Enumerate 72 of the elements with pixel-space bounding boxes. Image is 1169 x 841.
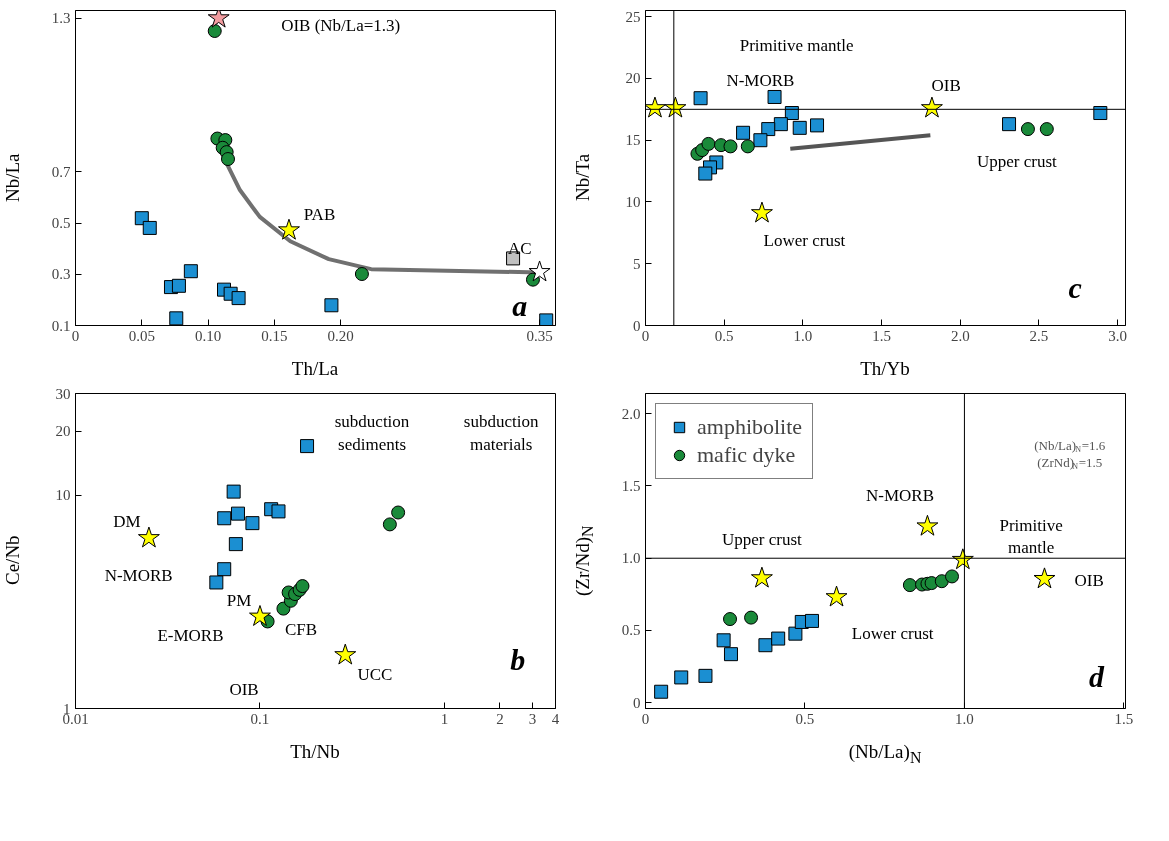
- annotation: Upper crust: [977, 151, 1058, 171]
- x-tick-label: 3.0: [1108, 327, 1128, 344]
- y-axis-title: Nb/Ta: [571, 153, 594, 202]
- x-tick-label: 4: [551, 710, 560, 727]
- y-tick-label: 25: [625, 8, 641, 25]
- annotation: DM: [113, 512, 141, 532]
- annotation: OIB: [1074, 570, 1104, 590]
- x-tick-label: 2.5: [1029, 327, 1049, 344]
- annotation: Lower crust: [763, 230, 846, 250]
- annotation: Lower crust: [851, 624, 934, 644]
- annotation: OIB (Nb/La=1.3): [281, 16, 401, 36]
- x-axis-title: Th/La: [291, 357, 339, 381]
- y-tick-label: 20: [625, 70, 641, 87]
- y-tick-label: 0.5: [621, 622, 641, 639]
- annotation: AC: [507, 239, 532, 259]
- x-tick-label: 0.5: [714, 327, 734, 344]
- annotation: N-MORB: [866, 485, 935, 505]
- y-axis-title: Ce/Nb: [1, 535, 24, 586]
- y-tick-label: 0.7: [51, 163, 71, 180]
- x-tick-label: 2.0: [950, 327, 970, 344]
- x-tick-label: 0.05: [128, 327, 155, 344]
- y-tick-label: 10: [625, 193, 641, 210]
- x-tick-label: 0.35: [526, 327, 553, 344]
- x-axis-title: Th/Yb: [860, 357, 910, 381]
- annotation: Primitive mantle: [739, 35, 854, 55]
- y-tick-label: 1.3: [51, 10, 71, 27]
- x-tick-label: 0.15: [261, 327, 288, 344]
- annotation: OIB: [931, 76, 961, 96]
- annotation: b: [510, 643, 526, 677]
- x-tick-label: 2: [496, 710, 504, 727]
- annotation: Upper crust: [722, 529, 803, 549]
- y-tick-label: 1.5: [621, 477, 641, 494]
- y-tick-label: 1.0: [621, 550, 641, 567]
- legend-label: amphibolite: [697, 414, 803, 440]
- y-axis-title: Nb/La: [1, 153, 24, 202]
- x-tick-label: 3: [528, 710, 537, 727]
- annotation: subduction materials: [463, 412, 539, 455]
- x-tick-label: 1.5: [872, 327, 891, 344]
- legend-label: mafic dyke: [697, 442, 796, 468]
- annotation: OIB: [229, 679, 259, 699]
- x-tick-label: 0.5: [795, 710, 815, 727]
- annotation: PM: [226, 591, 252, 611]
- x-axis-title: Th/Nb: [290, 740, 340, 764]
- y-tick-label: 2.0: [621, 405, 641, 422]
- x-tick-label: 0.10: [194, 327, 222, 344]
- y-tick-label: 30: [55, 385, 71, 402]
- y-tick-label: 0: [633, 694, 641, 711]
- text: =1.6: [1081, 438, 1106, 454]
- annotation: c: [1068, 270, 1082, 304]
- annotation: N-MORB: [726, 71, 795, 91]
- x-tick-label: 1.0: [955, 710, 974, 727]
- y-tick-label: 20: [55, 423, 71, 440]
- annotation: a: [512, 289, 528, 323]
- y-tick-label: 10: [55, 487, 71, 504]
- y-tick-label: 15: [625, 132, 641, 149]
- annotation: subduction sediments: [334, 412, 410, 455]
- x-tick-label: 1.0: [793, 327, 813, 344]
- annotation: N-MORB: [104, 566, 173, 586]
- annotation: UCC: [357, 665, 393, 685]
- annotation: E-MORB: [157, 626, 224, 646]
- annotation: PAB: [303, 205, 336, 225]
- x-tick-label: 0.1: [250, 710, 270, 727]
- annotation: d: [1088, 660, 1105, 694]
- y-tick-label: 0.5: [51, 215, 71, 232]
- x-tick-label: 0.20: [327, 327, 354, 344]
- y-tick-label: 0.3: [51, 266, 71, 283]
- x-tick-label: 1: [440, 710, 449, 727]
- annotation: CFB: [284, 620, 318, 640]
- y-tick-label: 5: [633, 255, 641, 272]
- x-tick-label: 1.5: [1114, 710, 1134, 727]
- text: (Nb/La)$_{N}$: [848, 741, 922, 766]
- annotation: Primitive mantle: [999, 515, 1063, 558]
